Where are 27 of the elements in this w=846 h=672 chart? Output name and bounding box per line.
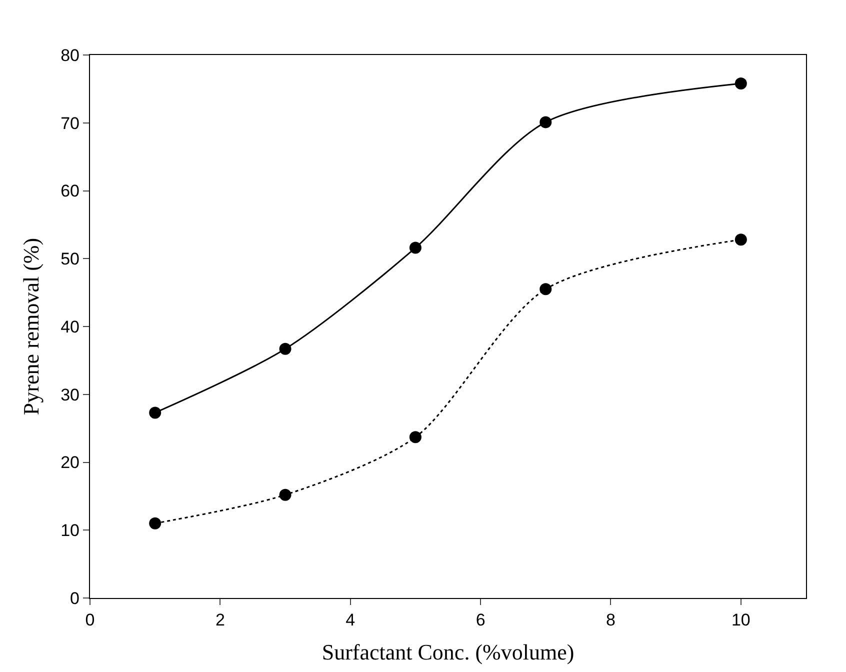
x-tick-label: 2	[215, 610, 225, 630]
y-tick-label: 20	[60, 453, 80, 472]
x-axis-title: Surfactant Conc. (%volume)	[322, 639, 574, 664]
point	[540, 116, 552, 128]
y-tick-label: 30	[60, 385, 80, 404]
y-axis-title: Pyrene removal (%)	[18, 238, 44, 416]
point	[734, 234, 747, 246]
point	[149, 406, 162, 419]
point	[279, 488, 292, 501]
y-tick-label: 0	[70, 588, 80, 608]
y-tick-label: 40	[60, 317, 80, 336]
point	[279, 342, 292, 355]
x-tick-label: 10	[731, 610, 750, 630]
y-tick-label: 60	[60, 182, 80, 201]
point	[734, 78, 747, 90]
point	[149, 517, 162, 530]
x-tick-label: 8	[606, 610, 616, 630]
y-tick-label: 70	[60, 114, 80, 133]
point	[409, 431, 422, 444]
x-tick-label: 4	[346, 610, 356, 630]
x-tick-label: 0	[85, 610, 95, 630]
point	[409, 242, 422, 254]
x-tick-label: 6	[476, 610, 486, 630]
point	[540, 283, 552, 296]
y-tick-label: 10	[60, 521, 80, 540]
y-tick-label: 80	[60, 46, 80, 65]
y-tick-label: 50	[60, 250, 80, 269]
